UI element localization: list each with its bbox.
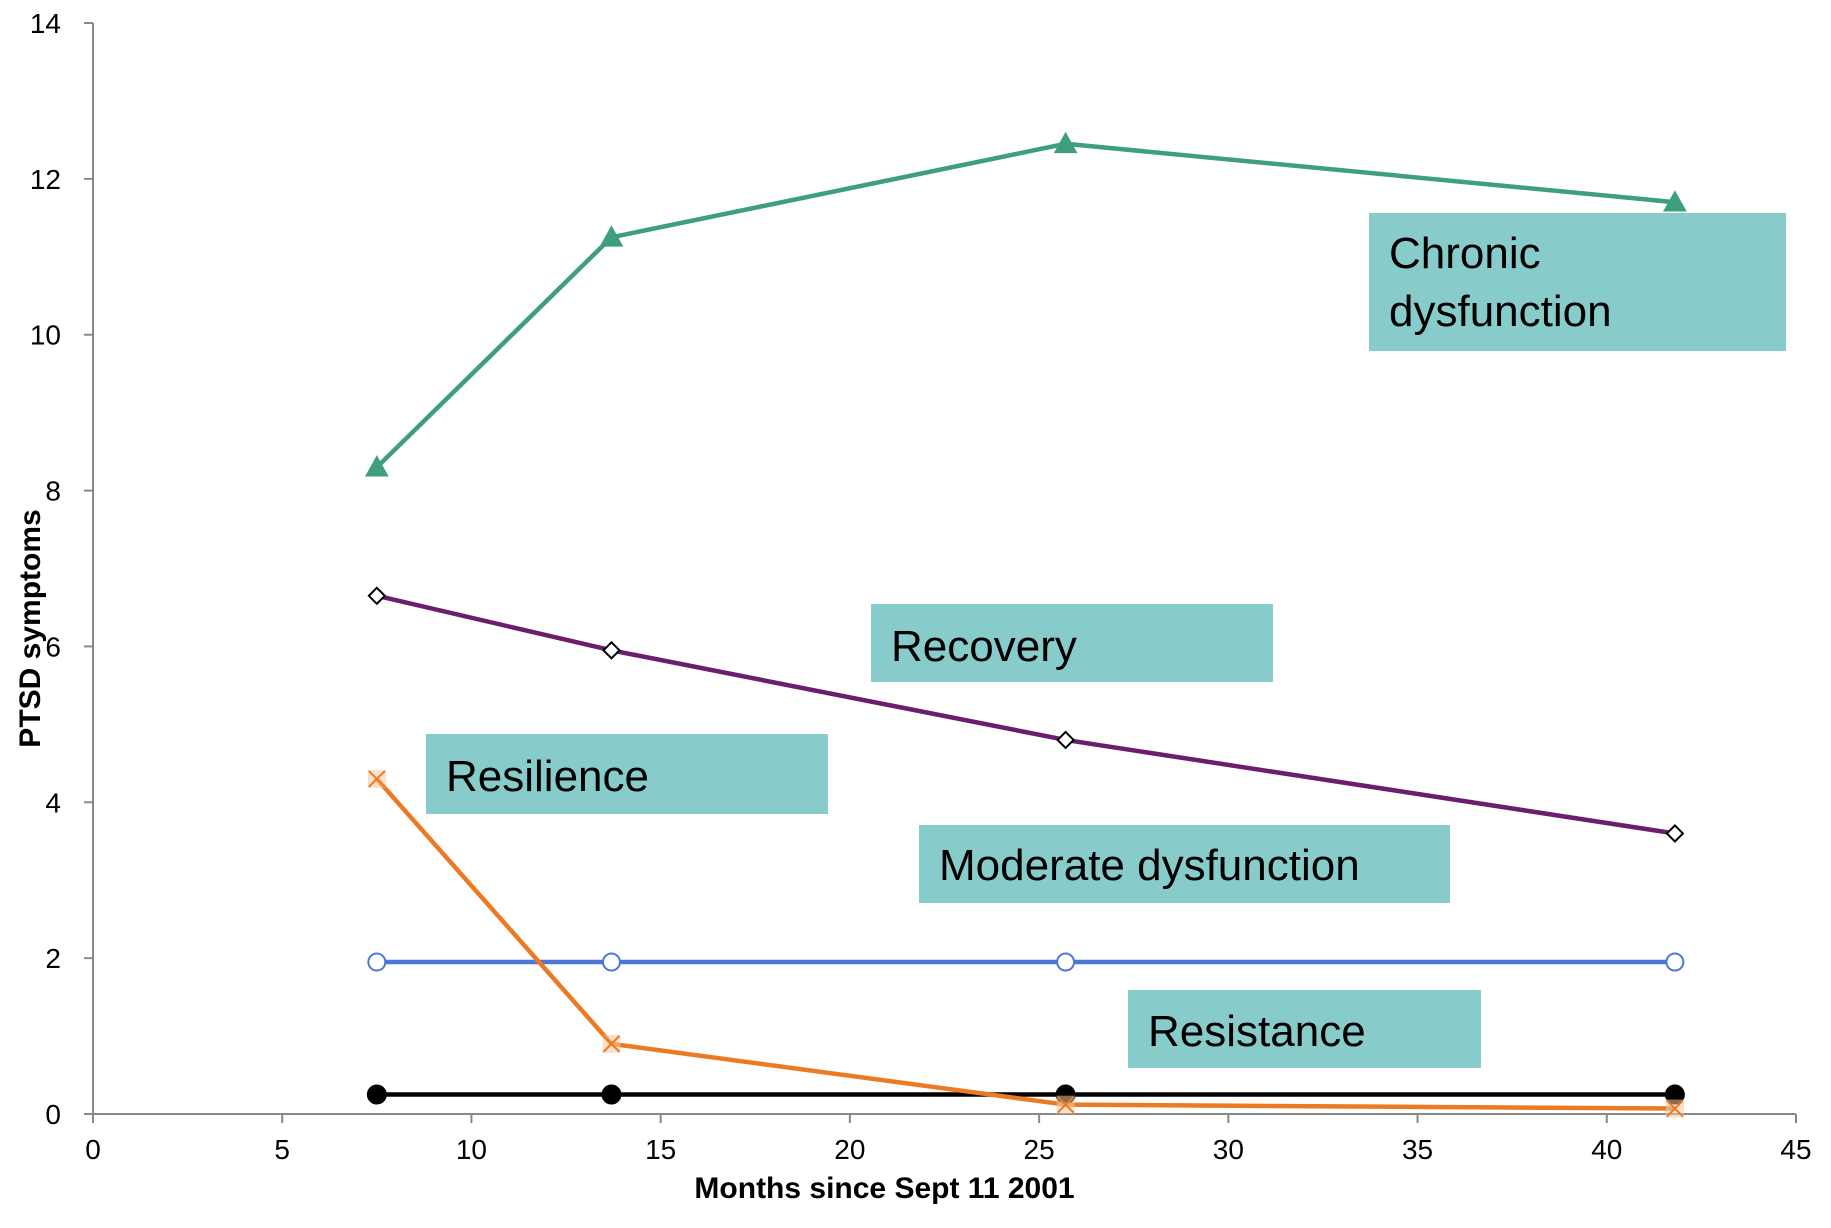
data-point-resistance <box>366 1084 387 1105</box>
axes: 0 5 10 15 20 25 30 35 40 45 0 2 4 6 8 10 12 14 <box>30 8 1812 1165</box>
x-tick-label: 0 <box>85 1134 101 1165</box>
series-resistance <box>366 1084 1685 1105</box>
y-tick-label: 14 <box>30 8 61 39</box>
marker-stroke <box>368 770 386 788</box>
data-point-resilience <box>1665 1099 1684 1118</box>
annotation-label: Resilience <box>446 752 649 801</box>
data-point-resilience <box>602 1034 621 1053</box>
x-tick-label: 25 <box>1024 1134 1055 1165</box>
annotation-box <box>1128 990 1481 1068</box>
y-tick-label: 8 <box>45 476 61 507</box>
annotation-box <box>919 825 1450 903</box>
y-axis-title: PTSD symptoms <box>14 509 47 747</box>
data-point-chronic <box>364 455 389 477</box>
data-point-moderate <box>1056 952 1076 972</box>
y-tick-label: 6 <box>45 631 61 662</box>
marker-stroke <box>602 1035 621 1053</box>
x-tick-label: 30 <box>1213 1134 1244 1165</box>
y-tick-label: 0 <box>45 1099 61 1130</box>
data-point-recovery <box>602 640 621 660</box>
series-layer <box>364 131 1687 1118</box>
data-point-recovery <box>367 586 387 606</box>
annotation-label: Recovery <box>891 622 1077 671</box>
y-tick-label: 4 <box>45 787 61 818</box>
marker-stroke <box>1056 1095 1075 1114</box>
annotation-label: Resistance <box>1148 1007 1366 1056</box>
data-point-moderate <box>601 952 621 972</box>
x-axis-title: Months since Sept 11 2001 <box>694 1172 1074 1205</box>
annotation-label: dysfunction <box>1389 287 1612 336</box>
y-tick-label: 10 <box>30 320 61 351</box>
x-tick-label: 10 <box>456 1134 487 1165</box>
annotation-layer: Chronic dysfunction Recovery Resilience Mode… <box>426 213 1786 1068</box>
series-recovery <box>367 586 1685 843</box>
data-point-resilience <box>1056 1095 1075 1114</box>
series-line-recovery <box>376 593 1676 836</box>
series-resilience <box>367 769 1684 1118</box>
x-tick-label: 5 <box>274 1134 290 1165</box>
y-tick-label: 2 <box>45 943 61 974</box>
annotation-box <box>426 734 828 814</box>
annotation-label: Chronic <box>1389 229 1541 278</box>
data-point-resilience <box>367 769 386 788</box>
data-point-chronic <box>1663 190 1687 212</box>
series-line-chronic <box>375 141 1676 469</box>
x-tick-label: 35 <box>1402 1134 1433 1165</box>
annotation-label: Moderate dysfunction <box>939 841 1360 890</box>
annotation-box <box>1369 213 1786 351</box>
annotation-recovery: Recovery <box>871 604 1273 682</box>
annotation-resistance: Resistance <box>1128 990 1481 1068</box>
data-point-moderate <box>1665 952 1685 972</box>
x-tick-label: 15 <box>645 1134 676 1165</box>
data-point-chronic <box>1053 131 1078 154</box>
annotation-chronic: Chronic dysfunction <box>1369 213 1786 351</box>
data-point-recovery <box>1665 824 1685 843</box>
x-tick-label: 45 <box>1780 1134 1811 1165</box>
x-tick-label: 40 <box>1591 1134 1622 1165</box>
x-tick-label: 20 <box>834 1134 865 1165</box>
series-chronic <box>364 131 1687 477</box>
data-point-resistance <box>601 1084 622 1105</box>
annotation-resilience: Resilience <box>426 734 828 814</box>
annotation-moderate: Moderate dysfunction <box>919 825 1450 903</box>
data-point-moderate <box>367 952 387 972</box>
data-point-chronic <box>599 225 624 247</box>
annotation-box <box>871 604 1273 682</box>
series-moderate <box>367 952 1685 972</box>
series-line-resilience <box>375 777 1675 1111</box>
data-point-recovery <box>1056 730 1076 750</box>
y-tick-label: 12 <box>30 164 61 195</box>
marker-stroke <box>1666 1099 1684 1118</box>
